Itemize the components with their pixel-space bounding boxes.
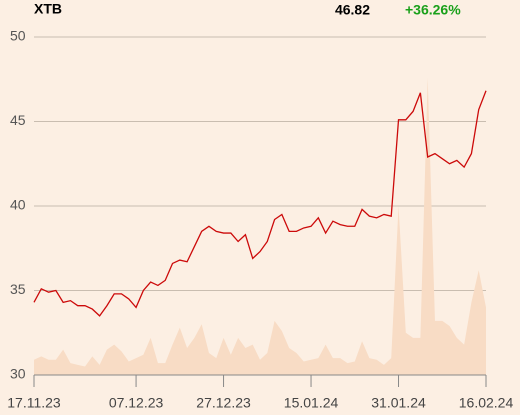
x-tick-label: 27.12.23 [196,395,251,411]
y-tick-label: 45 [10,112,26,128]
y-tick-label: 35 [10,281,26,297]
chart-title: XTB [34,1,62,17]
y-tick-label: 40 [10,197,26,213]
x-tick-label: 31.01.24 [371,395,426,411]
x-tick-label: 07.12.23 [109,395,164,411]
y-tick-label: 30 [10,366,26,382]
y-tick-label: 50 [10,28,26,44]
volume-area [34,77,486,375]
price: 46.82 [335,2,370,18]
x-tick-label: 17.11.23 [7,395,61,411]
price-line [33,90,487,317]
x-tick-label: 15.01.24 [284,395,339,411]
x-tick-label: 16.02.24 [459,395,514,411]
change: +36.26% [405,2,461,18]
